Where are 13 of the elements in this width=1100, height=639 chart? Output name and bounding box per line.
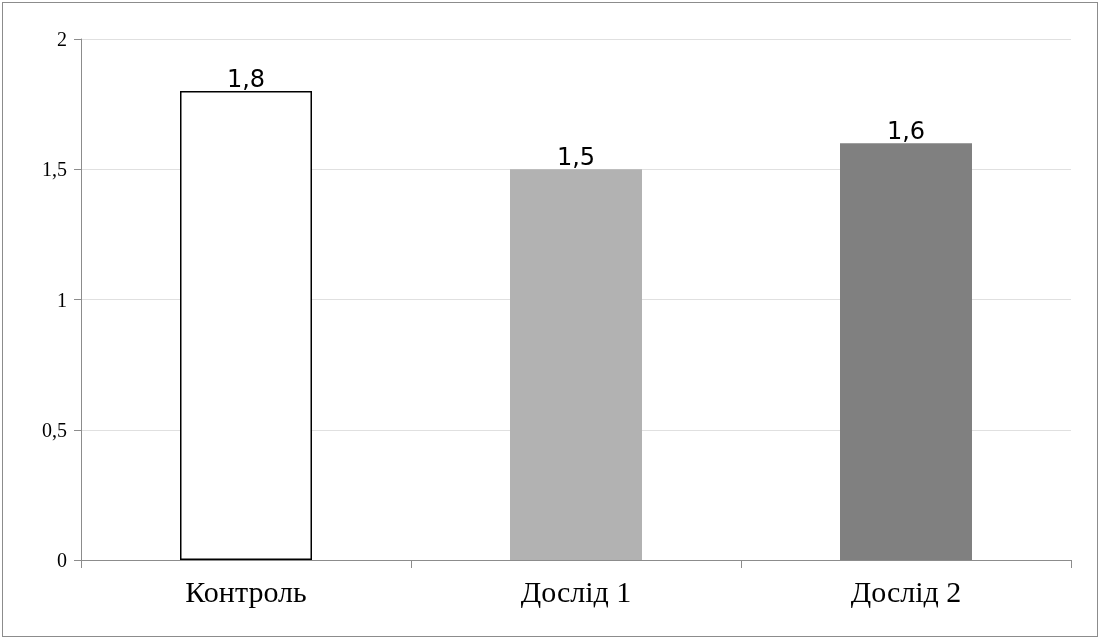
bar: [180, 91, 312, 560]
y-tick-label: 1: [57, 288, 67, 311]
data-label: 1,5: [556, 143, 596, 172]
data-label: 1,6: [886, 117, 926, 146]
y-tick-label: 0: [57, 549, 67, 571]
y-tick-label: 1,5: [42, 158, 67, 181]
x-tick-label: Контроль: [185, 574, 307, 608]
x-tick-label: Дослід 2: [850, 574, 962, 608]
bar: [510, 169, 642, 560]
data-label: 1,8: [226, 65, 266, 94]
x-tick-label: Дослід 1: [520, 574, 632, 608]
y-tick-label: 2: [57, 28, 67, 50]
y-tick-label: 0,5: [42, 418, 67, 441]
